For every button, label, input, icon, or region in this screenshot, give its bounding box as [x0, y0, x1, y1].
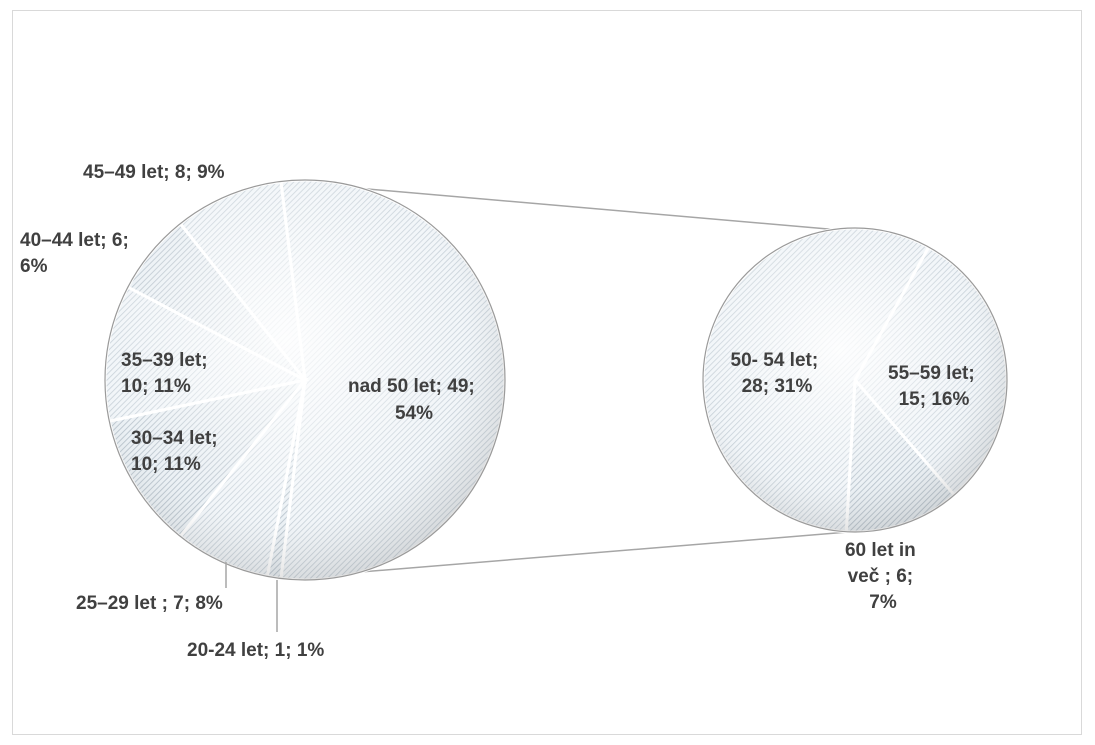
label-40-44-let: 40–44 let; 6; 6%: [20, 230, 134, 277]
label-35-39-let: 35–39 let; 10; 11%: [121, 350, 213, 397]
connector-bottom: [280, 531, 850, 580]
label-nad-50-let: nad 50 let; 49; 54%: [348, 376, 480, 424]
label-30-34-let: 30–34 let; 10; 11%: [131, 428, 223, 475]
label-45-49-let: 45–49 let; 8; 9%: [83, 162, 225, 183]
label-55-59-let: 55–59 let; 15; 16%: [888, 363, 980, 410]
pie1-pie-surface: [104, 179, 506, 581]
pie2-pie-surface: [702, 227, 1008, 533]
connector-top: [280, 180, 834, 231]
label-20-24-let: 20-24 let; 1; 1%: [187, 640, 324, 661]
label-25-29-let: 25–29 let ; 7; 8%: [76, 593, 223, 614]
label-50-54-let: 50- 54 let; 28; 31%: [731, 350, 824, 397]
label-60-let-in-vec: 60 let in več ; 6; 7%: [845, 540, 921, 613]
